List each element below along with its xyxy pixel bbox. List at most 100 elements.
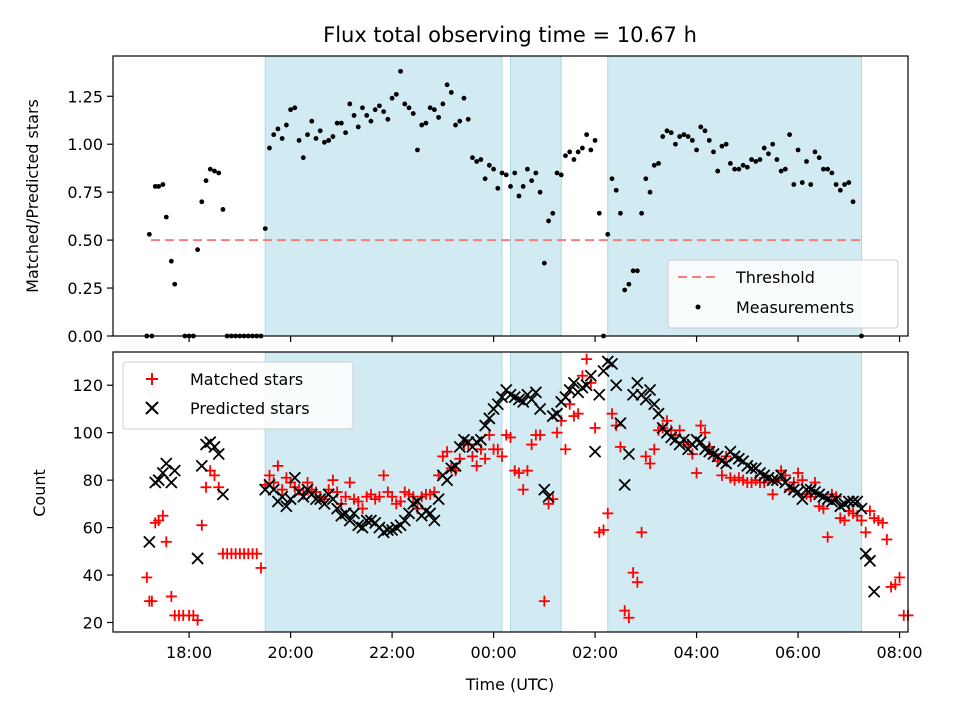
y-tick-label: 20 (83, 614, 103, 633)
measurement-point (563, 153, 568, 159)
measurement-point (651, 162, 657, 168)
measurement-point (837, 187, 843, 193)
matched-star-point (699, 427, 711, 439)
predicted-star-point (622, 447, 636, 461)
matched-star-point (272, 460, 284, 472)
measurement-point (444, 82, 450, 88)
matched-star-point (602, 507, 614, 519)
predicted-star-point (208, 440, 221, 454)
measurement-point (262, 226, 268, 232)
measurement-point (757, 157, 763, 162)
matched-star-point (208, 469, 220, 481)
measurement-point (516, 193, 522, 199)
measurement-point (529, 178, 535, 184)
measurement-point (330, 134, 336, 139)
measurement-point (296, 137, 302, 143)
measurement-point (622, 287, 628, 293)
measurement-point (220, 207, 226, 212)
measurement-point (398, 68, 403, 74)
top-legend-box (667, 259, 899, 329)
matched-star-point (640, 450, 652, 462)
x-tick-label: 04:00 (674, 643, 720, 662)
predicted-star-point (343, 514, 356, 527)
matched-star-point (695, 420, 707, 432)
predicted-star-point (453, 440, 466, 454)
predicted-legend-label: Predicted stars (190, 399, 310, 418)
measurement-point (575, 149, 581, 155)
predicted-star-point (593, 388, 606, 401)
measurement-point (427, 105, 433, 111)
predicted-star-point (567, 376, 581, 389)
measurement-point (491, 166, 496, 172)
predicted-star-point (143, 535, 156, 548)
measurement-point (203, 178, 209, 184)
predicted-star-point (288, 471, 301, 484)
predicted-star-point (580, 379, 593, 392)
predicted-star-point (432, 492, 445, 506)
top-y-axis-label: Matched/Predicted stars (23, 99, 42, 293)
measurement-point (292, 105, 298, 111)
measurement-point (761, 145, 767, 151)
bottom-legend: Matched stars Predicted stars (122, 361, 354, 430)
matched-star-point (860, 526, 872, 538)
measurement-point (736, 166, 742, 172)
measurement-point (588, 147, 594, 153)
measurement-point (334, 120, 340, 126)
measurement-point (770, 141, 776, 147)
measurement-point (634, 268, 640, 274)
x-tick-label: 02:00 (572, 643, 618, 662)
matched-star-point (471, 460, 483, 472)
measurement-point (668, 130, 674, 136)
measurement-point (740, 162, 746, 168)
measurement-point (283, 122, 289, 128)
matched-star-point (263, 469, 275, 481)
matched-star-point (627, 567, 639, 579)
predicted-star-point (402, 507, 416, 520)
matched-star-point (327, 474, 339, 486)
predicted-star-point (868, 585, 881, 598)
x-tick-label: 20:00 (268, 643, 314, 662)
measurement-point (207, 166, 213, 172)
measurement-point (804, 159, 809, 164)
predicted-stars-points (143, 355, 881, 598)
measurement-point (216, 170, 222, 176)
measurement-point (787, 132, 792, 138)
measurement-point (537, 189, 543, 195)
predicted-star-point (550, 407, 564, 420)
predicted-star-point (855, 502, 868, 515)
predicted-star-point (330, 502, 344, 515)
x-axis-label: Time (UTC) (465, 675, 554, 694)
predicted-star-point (597, 364, 610, 378)
measurement-point (829, 170, 835, 176)
matched-star-point (352, 495, 364, 507)
predicted-star-point (424, 507, 437, 520)
measurement-point (300, 155, 306, 161)
measurement-point (723, 141, 729, 147)
x-tick-label: 18:00 (166, 643, 212, 662)
measurement-point (702, 128, 708, 134)
measurement-point (160, 182, 166, 187)
measurement-point (313, 136, 319, 141)
measurement-point (457, 118, 463, 124)
measurement-point (618, 210, 623, 216)
measurement-point (343, 130, 348, 136)
matched-star-point (538, 595, 550, 607)
matched-star-point (441, 446, 453, 458)
top-y-ticks: 0.00 0.25 0.50 0.75 1.00 1.25 (67, 87, 113, 346)
predicted-star-point (284, 492, 297, 506)
measurement-point (821, 166, 826, 172)
y-tick-label: 100 (72, 424, 103, 443)
matched-star-point (894, 571, 906, 583)
matched-star-point (792, 467, 804, 479)
matched-star-point (855, 514, 867, 526)
matched-star-point (386, 491, 398, 503)
predicted-star-point (639, 393, 652, 406)
measurement-point (660, 134, 666, 139)
measurement-point (377, 103, 382, 109)
matched-star-point (767, 488, 779, 500)
predicted-star-point (542, 490, 555, 503)
matched-star-point (340, 491, 352, 503)
measurement-point (410, 111, 416, 116)
matched-star-point (146, 595, 158, 607)
